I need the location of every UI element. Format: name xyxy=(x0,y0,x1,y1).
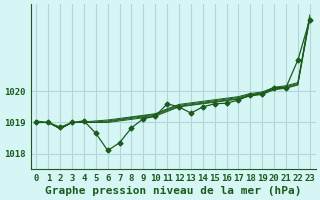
X-axis label: Graphe pression niveau de la mer (hPa): Graphe pression niveau de la mer (hPa) xyxy=(45,186,301,196)
